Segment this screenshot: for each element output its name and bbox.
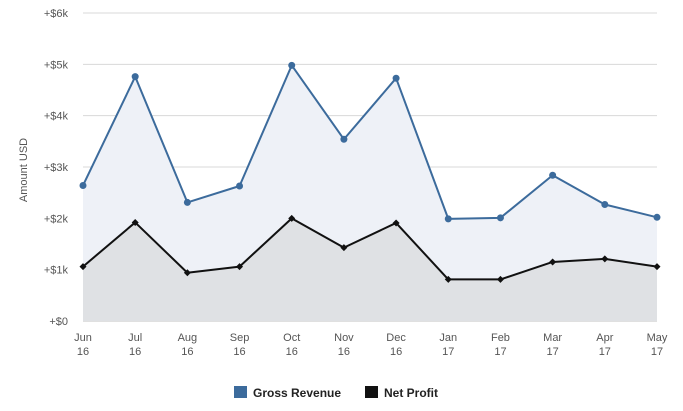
data-point[interactable] [288, 214, 296, 222]
x-tick-label: May 17 [647, 332, 668, 358]
data-point[interactable] [236, 263, 244, 271]
series-markers [79, 61, 661, 283]
x-tick-label: Aug 16 [178, 332, 198, 358]
data-point[interactable] [549, 258, 557, 266]
x-tick-label: Nov 16 [334, 332, 354, 358]
data-point[interactable] [131, 73, 139, 81]
series-area [83, 218, 657, 321]
data-point[interactable] [392, 219, 400, 227]
data-point[interactable] [183, 269, 191, 277]
x-tick-label: Jul 16 [128, 332, 142, 358]
data-point[interactable] [601, 255, 609, 263]
y-tick-label: +$4k [44, 111, 69, 123]
y-axis-ticks: +$0 +$1k +$2k +$3k +$4k +$5k +$6k [44, 8, 69, 328]
data-point[interactable] [653, 263, 661, 271]
series-line [82, 64, 658, 220]
x-tick-label: Dec 16 [386, 332, 406, 358]
series-lines [82, 64, 658, 281]
data-point[interactable] [183, 198, 191, 206]
legend-item[interactable]: Net Profit [365, 386, 438, 400]
legend-label: Gross Revenue [253, 386, 341, 400]
y-tick-label: +$2k [44, 213, 69, 225]
y-tick-label: +$5k [44, 59, 69, 71]
data-point[interactable] [288, 61, 296, 69]
legend-swatch [365, 386, 378, 398]
x-tick-label: Oct 16 [283, 332, 300, 358]
data-point[interactable] [444, 275, 452, 283]
y-tick-label: +$6k [44, 8, 69, 20]
legend-item[interactable]: Gross Revenue [234, 386, 341, 400]
data-point[interactable] [340, 244, 348, 252]
data-point[interactable] [496, 214, 504, 222]
x-tick-label: Jun 16 [74, 332, 92, 358]
area-fills [83, 65, 657, 321]
data-point[interactable] [131, 218, 139, 226]
x-tick-label: Mar 17 [543, 332, 562, 358]
legend-label: Net Profit [384, 386, 438, 400]
y-axis-title: Amount USD [18, 138, 30, 202]
data-point[interactable] [496, 275, 504, 283]
data-point[interactable] [601, 200, 609, 208]
series-line [82, 217, 658, 281]
data-point[interactable] [79, 263, 87, 271]
data-point[interactable] [340, 135, 348, 143]
data-point[interactable] [236, 182, 244, 190]
x-tick-label: Sep 16 [230, 332, 250, 358]
y-tick-label: +$0 [49, 316, 68, 328]
y-tick-label: +$3k [44, 162, 69, 174]
legend-swatch [234, 386, 247, 398]
legend: Gross Revenue Net Profit [234, 386, 438, 400]
data-point[interactable] [392, 74, 400, 82]
data-point[interactable] [79, 181, 87, 189]
x-axis-ticks: Jun 16 Jul 16 Aug 16 Sep 16 Oct 16 Nov 16 Dec 16 Jan 17… [74, 332, 668, 358]
data-point[interactable] [549, 171, 557, 179]
x-tick-label: Feb 17 [491, 332, 510, 358]
y-tick-label: +$1k [44, 265, 69, 277]
data-point[interactable] [444, 215, 452, 223]
x-tick-label: Jan 17 [439, 332, 457, 358]
x-tick-label: Apr 17 [596, 332, 613, 358]
series-area [83, 65, 657, 321]
data-point[interactable] [653, 213, 661, 221]
